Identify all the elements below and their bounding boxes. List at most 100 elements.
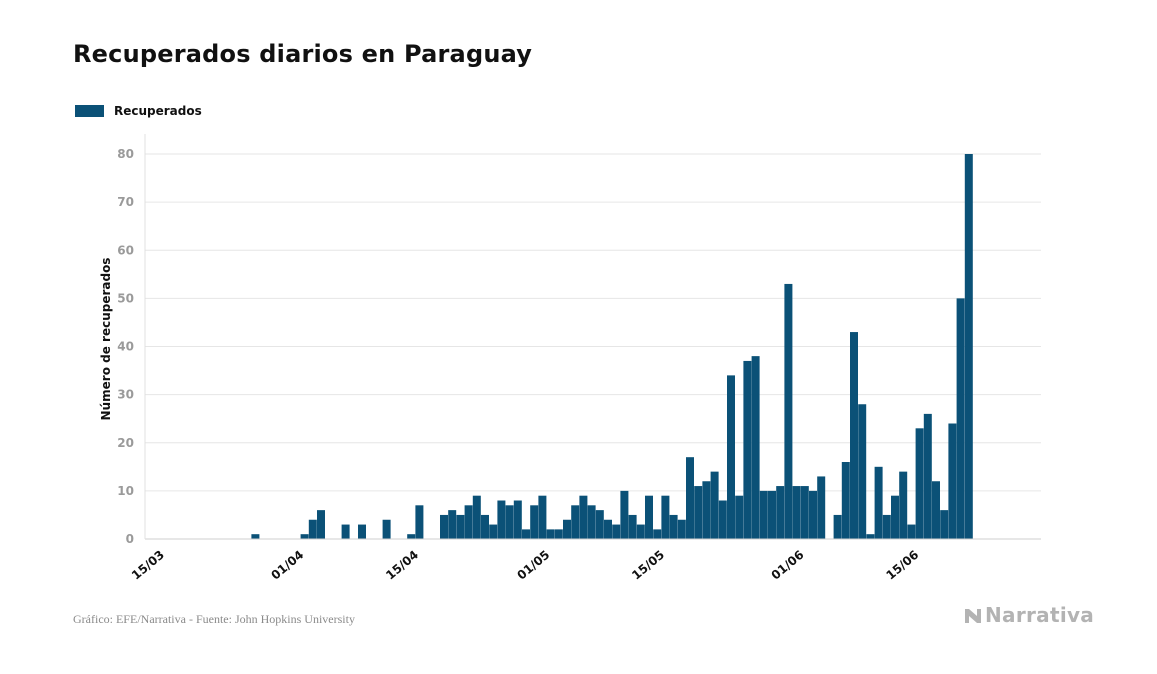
bar-03/06 xyxy=(809,490,817,540)
bar-15/04 xyxy=(407,534,416,539)
x-axis-ticks: 15/03 01/04 15/04 01/05 15/05 01/06 15/06 xyxy=(129,548,921,583)
bar-16/04 xyxy=(415,505,424,539)
source-note: Gráfico: EFE/Narrativa - Fuente: John Ho… xyxy=(73,612,355,626)
bar-11/06 xyxy=(874,466,883,539)
bar-09/04 xyxy=(358,524,366,539)
bar-10/06 xyxy=(866,534,875,539)
bar-28/04 xyxy=(513,500,522,539)
y-axis-ticks: 0 10 20 30 40 50 60 70 80 xyxy=(117,147,134,546)
bar-25/04 xyxy=(489,524,498,539)
y-tick-label: 60 xyxy=(117,243,134,257)
bar-22/05 xyxy=(710,471,719,540)
bar-06/06 xyxy=(833,514,842,539)
bar-02/04 xyxy=(300,534,309,539)
y-tick-label: 50 xyxy=(117,291,134,305)
y-tick-label: 20 xyxy=(117,436,134,450)
grid-lines xyxy=(145,153,1041,492)
bar-24/05 xyxy=(727,375,735,540)
bar-30/04 xyxy=(530,505,539,539)
bar-03/05 xyxy=(554,529,563,540)
bar-01/06 xyxy=(792,486,801,539)
bar-04/04 xyxy=(317,510,325,540)
bar-14/06 xyxy=(899,471,908,540)
y-tick-label: 40 xyxy=(117,340,134,354)
bar-29/04 xyxy=(522,529,530,540)
bar-21/04 xyxy=(456,514,465,539)
bar-24/04 xyxy=(481,514,489,539)
x-tick-label: 15/04 xyxy=(383,548,421,583)
bar-04/06 xyxy=(817,476,826,539)
bar-09/06 xyxy=(858,404,867,539)
legend-swatch xyxy=(75,105,104,117)
bar-17/05 xyxy=(669,514,678,539)
bar-14/05 xyxy=(645,495,653,539)
bar-22/04 xyxy=(464,505,473,539)
bar-26/05 xyxy=(743,360,752,539)
bar-03/04 xyxy=(308,519,317,539)
bar-01/05 xyxy=(538,495,547,539)
bar-20/04 xyxy=(448,510,457,540)
page-title: Recuperados diarios en Paraguay xyxy=(73,40,533,68)
bar-29/05 xyxy=(768,490,776,540)
bar-19/05 xyxy=(686,457,694,539)
bar-31/05 xyxy=(784,283,793,539)
y-tick-label: 80 xyxy=(117,147,134,161)
x-tick-label: 01/04 xyxy=(268,548,306,583)
bar-28/05 xyxy=(759,490,768,540)
bar-08/06 xyxy=(850,332,858,539)
bar-16/05 xyxy=(661,495,670,539)
bar-07/06 xyxy=(841,462,850,539)
bar-25/05 xyxy=(735,495,744,539)
y-tick-label: 70 xyxy=(117,195,134,209)
bar-02/05 xyxy=(546,529,555,540)
bar-27/03 xyxy=(251,534,260,539)
bar-21/05 xyxy=(702,481,711,539)
bar-12/06 xyxy=(882,514,891,539)
bar-18/06 xyxy=(932,481,940,539)
bar-11/05 xyxy=(620,490,629,540)
bar-13/06 xyxy=(891,495,899,539)
bar-02/06 xyxy=(800,486,809,539)
bar-23/04 xyxy=(472,495,481,539)
bar-07/05 xyxy=(587,505,596,539)
bar-15/05 xyxy=(653,529,662,540)
bar-21/06 xyxy=(956,298,965,540)
bar-20/05 xyxy=(694,486,703,539)
legend-label: Recuperados xyxy=(114,104,202,118)
bar-27/05 xyxy=(751,356,760,540)
bar-22/06 xyxy=(964,154,973,539)
bar-04/05 xyxy=(563,519,571,539)
x-tick-label: 01/06 xyxy=(769,548,807,583)
x-tick-label: 15/06 xyxy=(883,548,921,583)
bar-19/04 xyxy=(440,514,448,539)
bars xyxy=(251,154,973,540)
bar-20/06 xyxy=(948,423,957,539)
y-tick-label: 30 xyxy=(117,388,134,402)
bar-30/05 xyxy=(776,486,785,539)
bar-10/05 xyxy=(612,524,621,539)
x-tick-label: 15/03 xyxy=(129,548,167,583)
brand-name: Narrativa xyxy=(985,603,1095,627)
bar-07/04 xyxy=(341,524,350,539)
bar-08/05 xyxy=(595,510,604,540)
bar-17/06 xyxy=(923,413,932,540)
bar-27/04 xyxy=(505,505,514,539)
y-tick-label: 10 xyxy=(117,484,134,498)
bar-18/05 xyxy=(677,519,686,539)
x-tick-label: 01/05 xyxy=(514,548,552,583)
x-tick-label: 15/05 xyxy=(629,548,667,583)
brand-logo: Narrativa xyxy=(963,603,1094,627)
bar-19/06 xyxy=(940,510,949,540)
bar-06/05 xyxy=(579,495,588,539)
bar-05/05 xyxy=(571,505,580,539)
y-tick-label: 0 xyxy=(126,532,134,546)
bar-15/06 xyxy=(907,524,916,539)
legend: Recuperados xyxy=(75,104,202,118)
bar-13/05 xyxy=(636,524,645,539)
bar-23/05 xyxy=(718,500,727,539)
narrativa-logo-icon xyxy=(965,609,981,623)
bar-12/05 xyxy=(628,514,637,539)
bar-16/06 xyxy=(915,428,924,539)
bar-26/04 xyxy=(497,500,506,539)
bar-12/04 xyxy=(382,519,391,539)
